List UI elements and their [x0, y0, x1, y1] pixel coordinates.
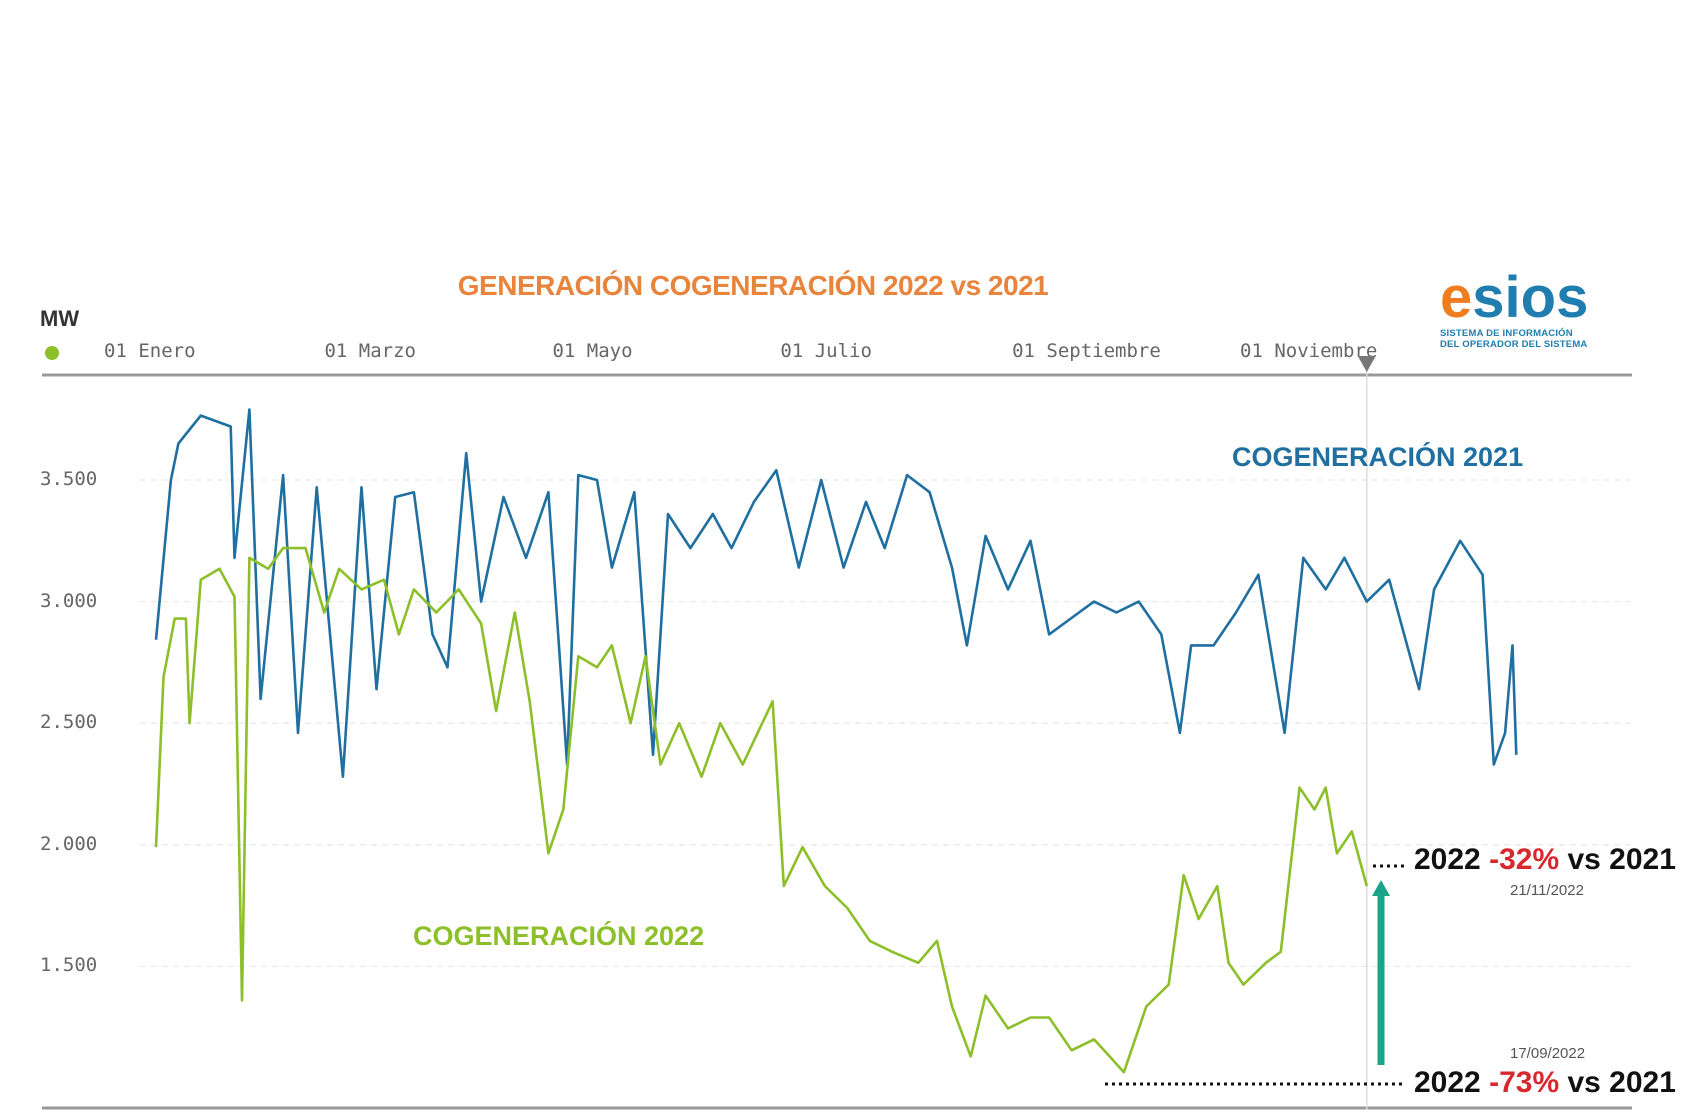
y-tick-label: 2.500 [40, 711, 98, 734]
series-label-2022: COGENERACIÓN 2022 [413, 921, 705, 951]
series-label-2021: COGENERACIÓN 2021 [1232, 442, 1524, 472]
annotation-current: 2022 -32% vs 2021 [1414, 843, 1676, 877]
annotation-prefix: 2022 [1414, 843, 1490, 876]
y-tick-label: 2.000 [40, 832, 98, 855]
logo-line2: DEL OPERADOR DEL SISTEMA [1440, 339, 1588, 350]
annotation-date-min: 17/09/2022 [1510, 1045, 1586, 1062]
x-tick-label: 01 Julio [780, 340, 872, 362]
x-tick-label: 01 Enero [104, 340, 196, 362]
y-axis-unit: MW [40, 306, 80, 331]
y-tick-label: 3.500 [40, 468, 98, 490]
annotation-suffix: vs 2021 [1559, 1066, 1676, 1099]
y-tick-label: 1.500 [40, 954, 98, 977]
annotation-pct: -32% [1489, 843, 1560, 876]
y-tick-label: 3.000 [40, 589, 98, 612]
x-tick-label: 01 Noviembre [1240, 340, 1378, 362]
annotation-suffix: vs 2021 [1559, 843, 1676, 876]
change-arrow-head [1372, 880, 1390, 896]
logo-line1: SISTEMA DE INFORMACIÓN [1440, 328, 1573, 339]
chart-title: GENERACIÓN COGENERACIÓN 2022 vs 2021 [457, 270, 1049, 301]
x-tick-label: 01 Marzo [324, 340, 416, 362]
annotation-pct: -73% [1489, 1066, 1560, 1099]
logo-sios: sios [1472, 265, 1589, 330]
logo-e: e [1440, 265, 1473, 330]
annotation-prefix: 2022 [1414, 1066, 1490, 1099]
cursor-marker [1357, 356, 1376, 372]
series-line-2022 [154, 546, 1369, 1074]
x-tick-label: 01 Septiembre [1012, 340, 1161, 362]
esios-logo: esios SISTEMA DE INFORMACIÓN DEL OPERADOR… [1440, 265, 1630, 351]
legend-dot [45, 346, 59, 360]
x-tick-label: 01 Mayo [552, 340, 633, 362]
series-line-2021 [154, 408, 1518, 779]
annotation-min: 2022 -73% vs 2021 [1414, 1066, 1676, 1100]
annotation-date-current: 21/11/2022 [1510, 882, 1584, 899]
